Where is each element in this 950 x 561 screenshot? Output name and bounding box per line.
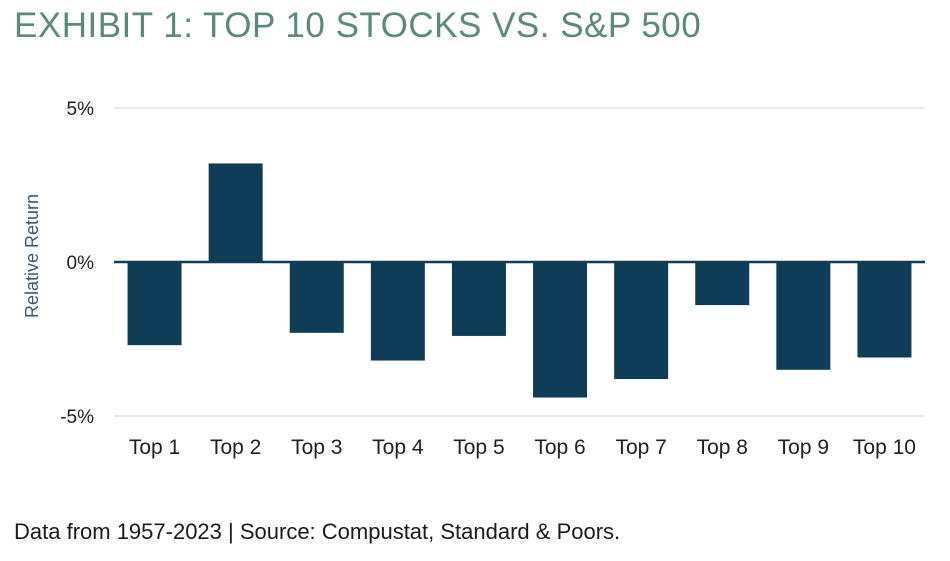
x-tick-label: Top 2 <box>210 436 261 459</box>
bar-top-6 <box>533 262 588 398</box>
bar-top-9 <box>776 262 831 370</box>
bar-top-10 <box>857 262 912 358</box>
y-tick-label: 5% <box>67 99 95 120</box>
bar-top-4 <box>370 262 425 361</box>
x-tick-label: Top 9 <box>778 436 829 459</box>
x-tick-label: Top 4 <box>372 436 424 459</box>
bar-top-8 <box>695 262 750 306</box>
x-tick-label: Top 8 <box>697 436 748 459</box>
chart-title: EXHIBIT 1: TOP 10 STOCKS VS. S&P 500 <box>14 6 702 45</box>
y-tick-label: -5% <box>60 407 94 428</box>
bar-top-2 <box>208 163 263 262</box>
bar-top-1 <box>127 262 182 346</box>
x-tick-label: Top 1 <box>129 436 180 459</box>
bar-top-7 <box>614 262 669 380</box>
bars <box>127 163 912 398</box>
x-tick-label: Top 10 <box>853 436 916 459</box>
x-tick-label: Top 6 <box>534 436 585 459</box>
x-axis-labels: Top 1 Top 2 Top 3 Top 4 Top 5 Top 6 Top 7 Top 8… <box>129 436 916 459</box>
bar-top-3 <box>289 262 344 333</box>
bar-top-5 <box>451 262 506 336</box>
x-tick-label: Top 3 <box>291 436 342 459</box>
x-tick-label: Top 5 <box>453 436 504 459</box>
x-tick-label: Top 7 <box>615 436 666 459</box>
y-axis-title: Relative Return <box>22 194 42 318</box>
y-axis-ticks: 5% 0% -5% <box>60 99 94 428</box>
bar-chart: 5%0%-5% Top 1 Top 2 Top 3 Top 4 Top 5 Top 6 To… <box>22 99 925 459</box>
gridlines <box>114 107 925 417</box>
y-tick-label: 0% <box>67 253 95 274</box>
source-note: Data from 1957-2023 | Source: Compustat,… <box>14 519 621 544</box>
